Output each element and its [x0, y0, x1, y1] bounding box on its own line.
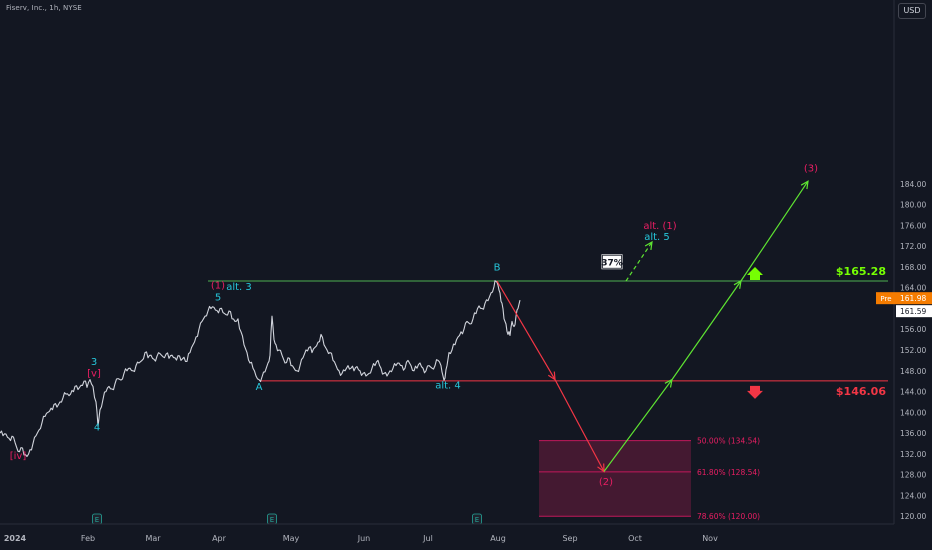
probability-label: 37% [601, 259, 623, 269]
x-tick-label: Nov [702, 534, 718, 543]
pre-price-label: 161.98 [900, 294, 926, 303]
last-price-box [896, 305, 932, 318]
price-line [0, 280, 521, 458]
x-tick-label: Jul [422, 534, 433, 543]
arrowhead [664, 378, 673, 388]
arrowhead [644, 240, 653, 250]
wave-label: [iv] [10, 451, 27, 462]
wave-label: (2) [599, 477, 613, 488]
x-tick-label: 2024 [4, 534, 27, 543]
y-tick-label: 136.00 [900, 429, 926, 438]
green-dashed-projection [625, 241, 653, 282]
y-tick-label: 184.00 [900, 180, 926, 189]
x-tick-label: May [283, 534, 300, 543]
arrowhead [800, 180, 809, 190]
pre-tag [876, 292, 896, 305]
arrow-up-icon [747, 267, 763, 281]
last-price-label: 161.59 [900, 307, 926, 316]
x-tick-label: Sep [562, 534, 577, 543]
fib-zone [539, 440, 691, 517]
y-tick-label: 172.00 [900, 242, 926, 251]
probability-box [600, 253, 624, 271]
wave-label: B [494, 263, 501, 274]
pre-tag-label: Pre [880, 295, 891, 303]
y-tick-label: 164.00 [900, 284, 926, 293]
y-tick-label: 120.00 [900, 512, 926, 521]
wave-label: A [256, 382, 263, 393]
y-tick-label: 124.00 [900, 491, 926, 500]
y-tick-label: 132.00 [900, 450, 926, 459]
earnings-label: E [475, 516, 479, 524]
fib-label: 78.60% (120.00) [697, 512, 760, 521]
symbol-title: Fiserv, Inc., 1h, NYSE [6, 4, 82, 12]
x-tick-label: Apr [212, 534, 227, 543]
fib-label: 61.80% (128.54) [697, 468, 760, 477]
x-tick-label: Oct [628, 534, 642, 543]
wave-label: alt. 3 [226, 282, 252, 293]
y-tick-label: 128.00 [900, 471, 926, 480]
arrowhead [733, 279, 742, 289]
green-projection [603, 180, 809, 472]
y-tick-label: 156.00 [900, 325, 926, 334]
currency-button[interactable]: USD [898, 3, 926, 19]
y-tick-label: 152.00 [900, 346, 926, 355]
y-tick-label: 176.00 [900, 221, 926, 230]
pre-price-box [896, 292, 932, 305]
x-tick-label: Jun [357, 534, 371, 543]
probability-box-inner [602, 254, 622, 269]
wave-label: 4 [94, 423, 100, 434]
arrow-down-icon [747, 385, 763, 399]
x-tick-label: Feb [81, 534, 95, 543]
level-label: $146.06 [836, 385, 886, 398]
y-tick-label: 148.00 [900, 367, 926, 376]
y-tick-label: 180.00 [900, 201, 926, 210]
wave-label: 3 [91, 357, 97, 368]
wave-label: (3) [804, 163, 818, 174]
y-tick-label: 140.00 [900, 408, 926, 417]
wave-label: alt. 5 [644, 232, 670, 243]
y-tick-label: 168.00 [900, 263, 926, 272]
wave-label: alt. 4 [435, 380, 461, 391]
earnings-label: E [270, 516, 274, 524]
arrowhead [547, 371, 556, 381]
x-tick-label: Aug [490, 534, 506, 543]
wave-label: alt. (1) [643, 221, 676, 232]
earnings-label: E [95, 516, 99, 524]
fib-label: 50.00% (134.54) [697, 437, 760, 446]
wave-label: (1) [211, 281, 225, 292]
wave-label: 5 [215, 293, 221, 304]
x-tick-label: Mar [145, 534, 161, 543]
level-label: $165.28 [836, 265, 886, 278]
y-tick-label: 144.00 [900, 388, 926, 397]
wave-label: [v] [87, 368, 101, 379]
